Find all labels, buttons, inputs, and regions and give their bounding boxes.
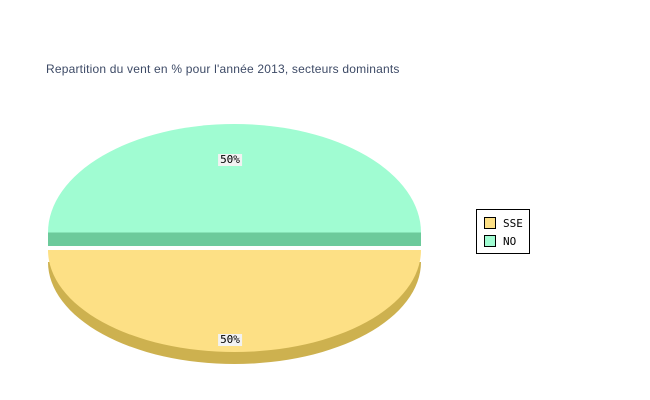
legend-swatch-sse — [484, 217, 496, 229]
pie-label-no: 50% — [218, 153, 242, 166]
chart-title: Repartition du vent en % pour l'année 20… — [46, 62, 400, 76]
pie-slice-sse — [48, 250, 421, 352]
pie-label-sse: 50% — [218, 333, 242, 346]
pie-slice-no-side — [48, 232, 421, 246]
legend-label-sse: SSE — [503, 216, 523, 230]
legend-box: SSE NO — [476, 209, 530, 254]
legend-label-no: NO — [503, 234, 517, 248]
legend-item-no: NO — [484, 235, 529, 247]
pie-slice-no — [48, 123, 421, 233]
legend-item-sse: SSE — [484, 217, 529, 229]
legend-swatch-no — [484, 235, 496, 247]
